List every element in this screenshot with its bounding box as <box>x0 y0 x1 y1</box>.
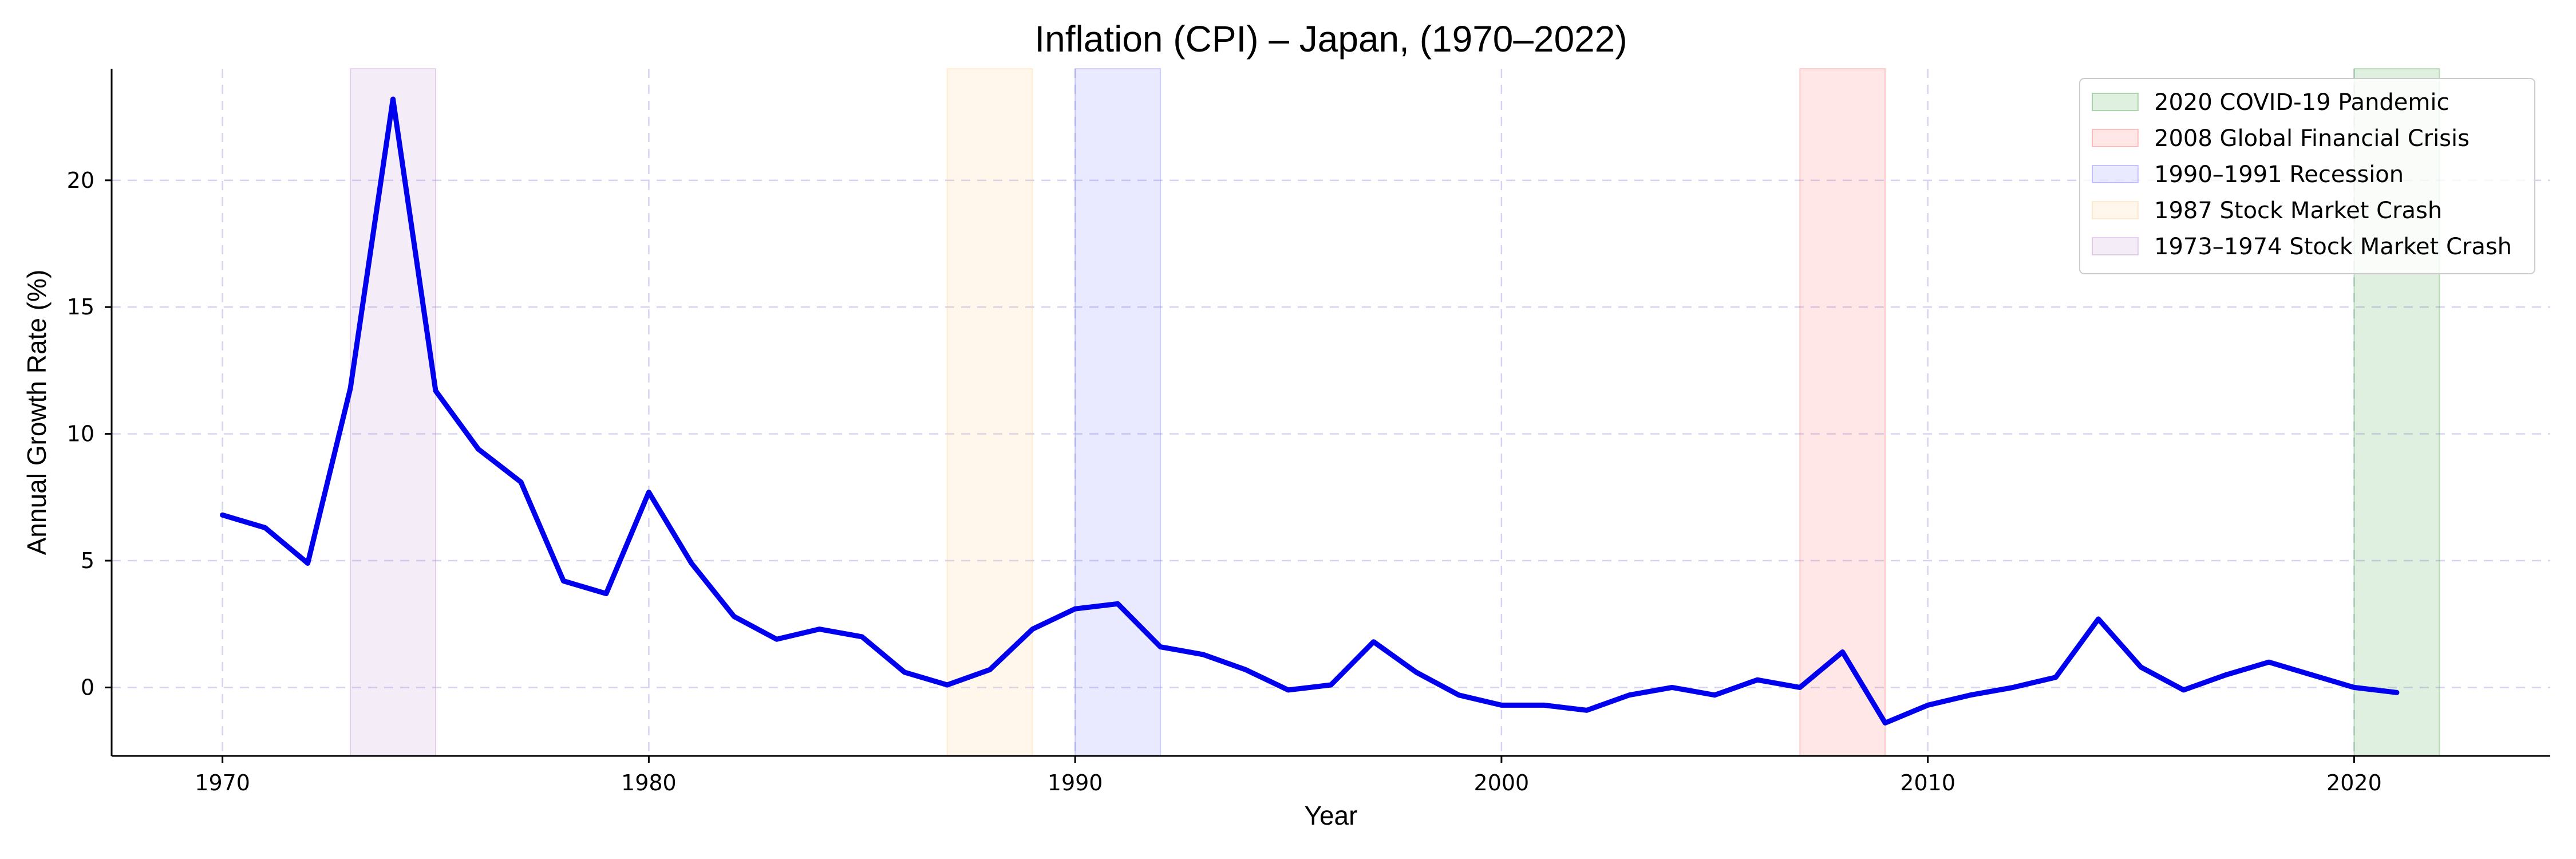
y-tick-label: 0 <box>81 675 94 700</box>
y-tick-label: 15 <box>67 294 94 320</box>
shaded-period <box>1799 68 1886 756</box>
x-tick-label: 1970 <box>195 770 250 795</box>
x-axis-label: Year <box>1305 801 1358 830</box>
legend-label: 1987 Stock Market Crash <box>2154 198 2442 224</box>
legend-swatch <box>2092 237 2139 255</box>
shaded-period <box>1074 68 1161 756</box>
legend-label: 1990–1991 Recession <box>2154 161 2404 188</box>
y-axis-label: Annual Growth Rate (%) <box>22 270 52 555</box>
axes <box>105 69 2550 763</box>
tick-labels: 1970 1980 1990 2000 2010 2020 0 5 10 15 20 <box>67 168 2382 795</box>
y-tick-label: 5 <box>81 548 94 573</box>
x-tick-label: 1980 <box>621 770 677 795</box>
legend-label: 2008 Global Financial Crisis <box>2154 125 2470 152</box>
y-tick-label: 10 <box>67 421 94 447</box>
series-line <box>220 96 2400 726</box>
series-line-group <box>220 96 2400 726</box>
x-tick-label: 2020 <box>2326 770 2382 795</box>
legend-swatch <box>2092 165 2139 183</box>
y-tick-label: 20 <box>67 168 94 193</box>
x-tick-label: 2010 <box>1900 770 1955 795</box>
legend-label: 2020 COVID-19 Pandemic <box>2154 89 2449 116</box>
legend-label: 1973–1974 Stock Market Crash <box>2154 234 2512 260</box>
shaded-period <box>350 68 437 756</box>
x-tick-label: 2000 <box>1474 770 1530 795</box>
legend-swatch <box>2092 129 2139 147</box>
legend-swatch <box>2092 93 2139 111</box>
legend: 2020 COVID-19 Pandemic 2008 Global Financ… <box>2079 78 2535 274</box>
legend-box <box>2079 78 2535 274</box>
shaded-period <box>946 68 1033 756</box>
shaded-periods <box>350 68 2440 756</box>
x-tick-label: 1990 <box>1048 770 1103 795</box>
chart-title: Inflation (CPI) – Japan, (1970–2022) <box>1034 18 1627 60</box>
legend-swatch <box>2092 201 2139 219</box>
